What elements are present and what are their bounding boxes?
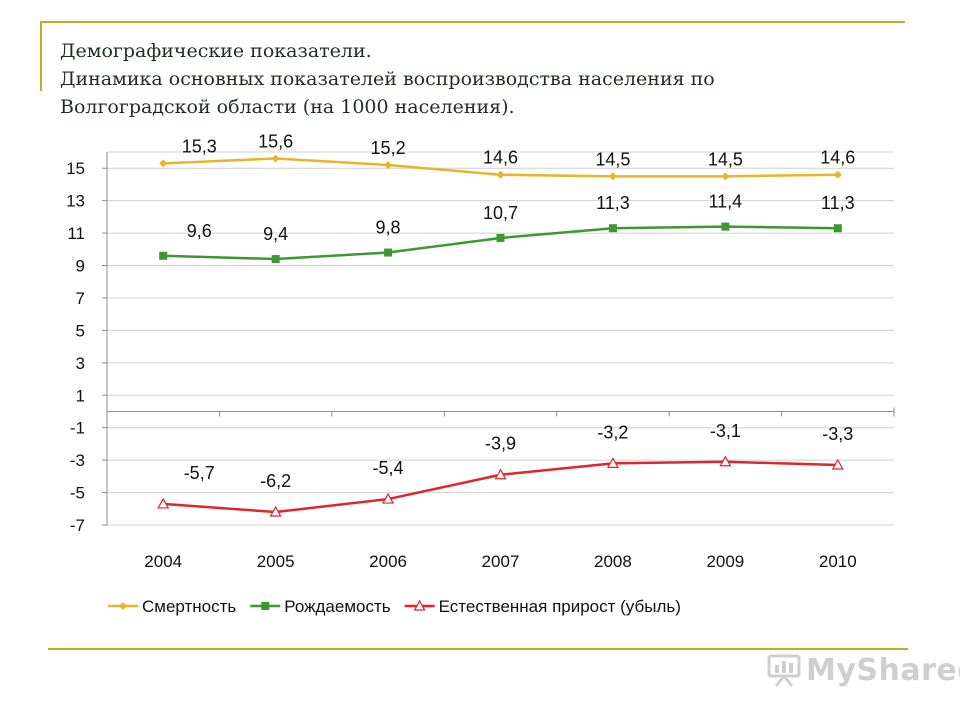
data-point bbox=[119, 602, 127, 610]
title-line-1: Демографические показатели. bbox=[60, 40, 372, 62]
data-point bbox=[269, 505, 282, 517]
x-tick-label: 2010 bbox=[819, 552, 857, 571]
data-label: 14,6 bbox=[820, 148, 855, 168]
left-rule bbox=[40, 21, 42, 91]
data-label: 11,3 bbox=[596, 193, 630, 213]
y-tick-label: 15 bbox=[66, 159, 85, 178]
data-point bbox=[159, 251, 168, 260]
y-tick-label: -7 bbox=[70, 516, 85, 535]
data-point bbox=[496, 170, 505, 179]
data-label: 15,6 bbox=[258, 131, 293, 151]
data-point bbox=[831, 458, 844, 470]
data-label: -3,1 bbox=[710, 421, 741, 441]
watermark: MyShared bbox=[766, 652, 960, 688]
x-tick-label: 2007 bbox=[482, 552, 520, 571]
data-label: -3,9 bbox=[485, 434, 516, 454]
x-tick-label: 2009 bbox=[706, 552, 744, 571]
data-label: 10,7 bbox=[483, 203, 518, 223]
data-label: -5,4 bbox=[373, 458, 404, 478]
bottom-rule bbox=[48, 648, 908, 650]
data-point bbox=[413, 599, 426, 611]
data-point bbox=[608, 172, 617, 181]
data-label: 14,5 bbox=[595, 149, 630, 169]
y-tick-label: 9 bbox=[76, 257, 85, 276]
data-point bbox=[382, 492, 395, 504]
data-point bbox=[606, 457, 619, 468]
data-label: -3,3 bbox=[822, 424, 853, 444]
y-tick-label: 1 bbox=[76, 386, 85, 405]
data-point bbox=[608, 224, 617, 233]
y-tick-label: 13 bbox=[66, 192, 85, 211]
data-point bbox=[271, 154, 280, 163]
y-tick-label: 5 bbox=[76, 321, 85, 340]
data-label: -5,7 bbox=[184, 463, 215, 483]
data-label: 9,6 bbox=[187, 221, 212, 241]
data-point bbox=[384, 160, 393, 169]
x-tick-label: 2008 bbox=[594, 552, 632, 571]
data-label: 15,2 bbox=[371, 138, 406, 158]
y-tick-label: 11 bbox=[67, 224, 85, 243]
data-point bbox=[261, 602, 270, 610]
x-tick-label: 2006 bbox=[369, 552, 407, 571]
presentation-icon bbox=[767, 654, 801, 687]
title-line-2: Динамика основных показателей воспроизво… bbox=[60, 68, 715, 90]
y-tick-label: 3 bbox=[76, 354, 85, 373]
legend-label: Естественная прирост (убыль) bbox=[439, 597, 681, 616]
y-tick-label: -5 bbox=[70, 484, 85, 503]
data-point bbox=[159, 159, 168, 168]
data-label: -6,2 bbox=[260, 471, 291, 491]
data-point bbox=[833, 170, 842, 179]
data-point bbox=[157, 497, 170, 509]
data-label: 14,6 bbox=[483, 148, 518, 168]
title-line-3: Волгоградской области (на 1000 населения… bbox=[60, 96, 515, 118]
data-label: 15,3 bbox=[182, 136, 217, 156]
data-point bbox=[496, 233, 505, 242]
data-point bbox=[384, 248, 393, 257]
data-point bbox=[271, 255, 280, 264]
data-point bbox=[721, 172, 730, 181]
page-title: Демографические показатели. Динамика осн… bbox=[60, 37, 920, 121]
data-label: -3,2 bbox=[597, 422, 628, 442]
x-tick-label: 2004 bbox=[144, 552, 182, 571]
data-label: 9,8 bbox=[376, 218, 401, 238]
data-point bbox=[721, 222, 730, 231]
x-tick-label: 2005 bbox=[257, 552, 295, 571]
data-label: 9,4 bbox=[263, 224, 288, 244]
legend-label: Рождаемость bbox=[284, 597, 390, 616]
y-tick-label: -1 bbox=[70, 419, 85, 438]
top-rule bbox=[40, 21, 905, 23]
y-tick-label: 7 bbox=[76, 289, 85, 308]
data-point bbox=[833, 224, 842, 233]
data-point bbox=[494, 468, 507, 480]
legend-label: Смертность bbox=[142, 597, 236, 616]
data-label: 14,5 bbox=[708, 149, 743, 169]
watermark-text: MyShared bbox=[806, 652, 960, 688]
y-tick-label: -3 bbox=[70, 451, 85, 470]
data-point bbox=[719, 455, 732, 467]
data-label: 11,3 bbox=[821, 193, 855, 213]
data-label: 11,4 bbox=[709, 192, 743, 212]
